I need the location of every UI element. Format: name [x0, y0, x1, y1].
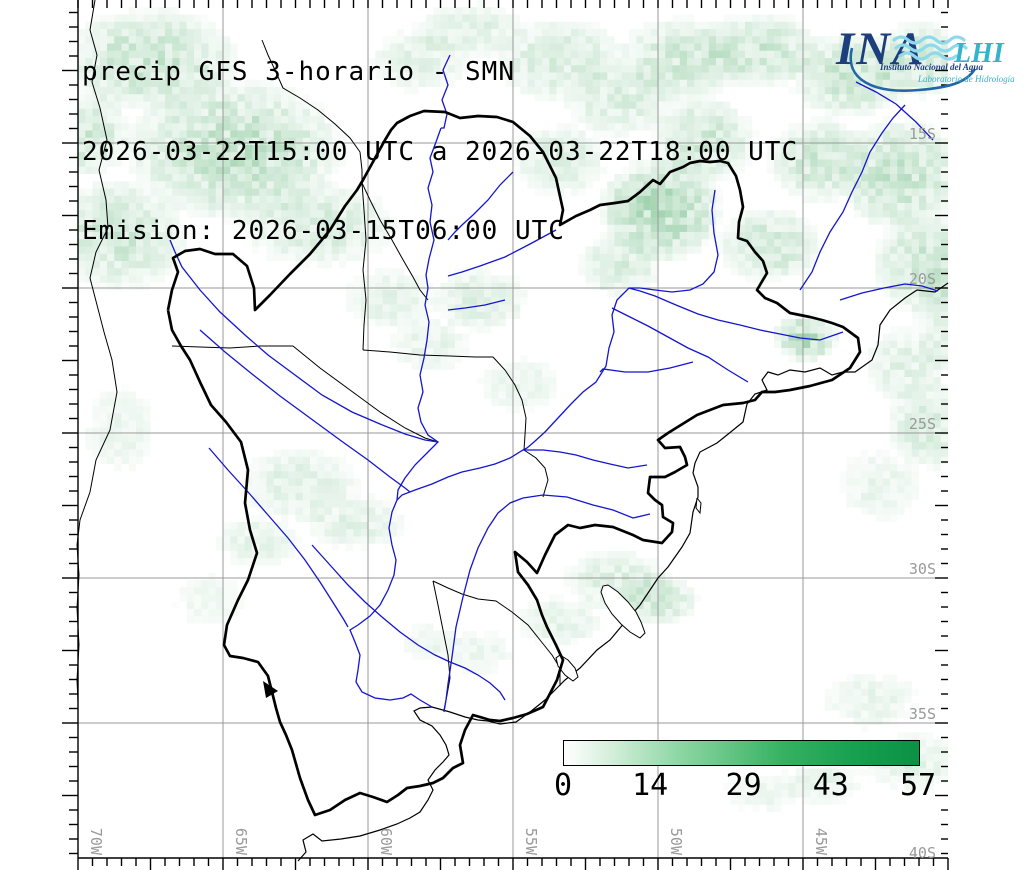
lon-label: 50W: [667, 828, 685, 856]
lon-label: 70W: [87, 828, 105, 856]
lat-label: 20S: [909, 270, 936, 288]
logo-subtitle-ina: Instituto Nacional del Agua: [879, 62, 983, 72]
precip-shading-layer: [78, 7, 948, 812]
lon-label: 65W: [232, 828, 250, 856]
lon-label: 60W: [377, 828, 395, 856]
colorbar-tick-label: 29: [725, 768, 762, 803]
colorbar-tick-label: 14: [632, 768, 669, 803]
precip-colorbar: 0 14 29 43 57: [554, 740, 936, 803]
logo-subtitle-lhi: Laboratorio de Hidrología: [917, 74, 1015, 84]
title-valid-period: 2026-03-22T15:00 UTC a 2026-03-22T18:00 …: [82, 136, 799, 167]
title-product-line: precip GFS 3-horario - SMN: [82, 57, 515, 87]
map-linework-layer: [76, 0, 949, 862]
colorbar-tick-label: 43: [812, 768, 849, 803]
lon-label: 55W: [522, 828, 540, 856]
lon-label: 45W: [812, 828, 830, 856]
frame-and-ticks: [62, 0, 949, 870]
colorbar-tick-label: 0: [553, 768, 573, 803]
ina-lhi-logo: INA LHI Instituto Nacional del Agua Labo…: [835, 23, 1015, 92]
lat-label: 40S: [909, 844, 936, 862]
lat-label: 30S: [909, 560, 936, 578]
graticule-layer: [78, 8, 948, 858]
colorbar-tick-label: 57: [899, 768, 937, 803]
lat-label: 25S: [909, 415, 936, 433]
title-emission-time: Emision: 2026-03-15T06:00 UTC: [82, 216, 565, 246]
lat-label: 15S: [909, 125, 936, 143]
logo-arc: [849, 47, 977, 92]
map-title: precip GFS 3-horario - SMN 2026-03-22T15…: [82, 6, 798, 298]
colorbar-gradient: [563, 740, 920, 766]
lat-label: 35S: [909, 705, 936, 723]
logo-lhi-text: LHI: [953, 38, 1005, 69]
flow-arrow-icon: [263, 681, 278, 698]
graticule-labels: 15S 20S 25S 30S 35S 40S 70W 65W 60W 55W 50W 45W: [87, 125, 936, 862]
logo-wave-icon: [892, 35, 968, 61]
